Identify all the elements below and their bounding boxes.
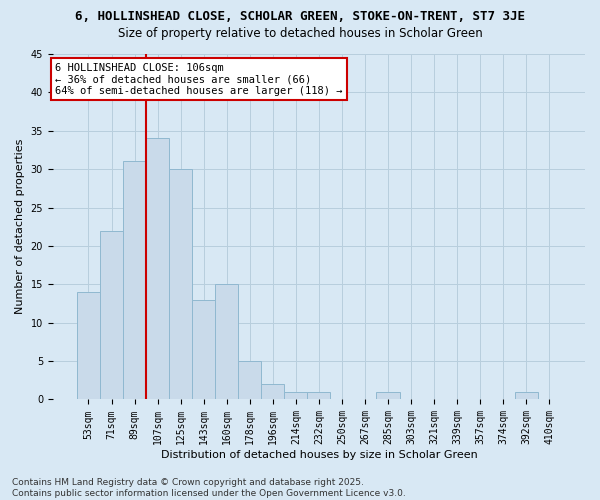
Text: Size of property relative to detached houses in Scholar Green: Size of property relative to detached ho… [118, 28, 482, 40]
Bar [192, 300, 215, 400]
Text: 6, HOLLINSHEAD CLOSE, SCHOLAR GREEN, STOKE-ON-TRENT, ST7 3JE: 6, HOLLINSHEAD CLOSE, SCHOLAR GREEN, STO… [75, 10, 525, 23]
Bar [515, 392, 538, 400]
Bar [261, 384, 284, 400]
X-axis label: Distribution of detached houses by size in Scholar Green: Distribution of detached houses by size … [161, 450, 477, 460]
Bar [100, 230, 123, 400]
Text: Contains HM Land Registry data © Crown copyright and database right 2025.
Contai: Contains HM Land Registry data © Crown c… [12, 478, 406, 498]
Bar [169, 169, 192, 400]
Bar [123, 162, 146, 400]
Bar [215, 284, 238, 400]
Y-axis label: Number of detached properties: Number of detached properties [15, 139, 25, 314]
Bar [284, 392, 307, 400]
Bar [146, 138, 169, 400]
Text: 6 HOLLINSHEAD CLOSE: 106sqm
← 36% of detached houses are smaller (66)
64% of sem: 6 HOLLINSHEAD CLOSE: 106sqm ← 36% of det… [55, 62, 343, 96]
Bar [376, 392, 400, 400]
Bar [307, 392, 331, 400]
Bar [77, 292, 100, 400]
Bar [238, 361, 261, 400]
